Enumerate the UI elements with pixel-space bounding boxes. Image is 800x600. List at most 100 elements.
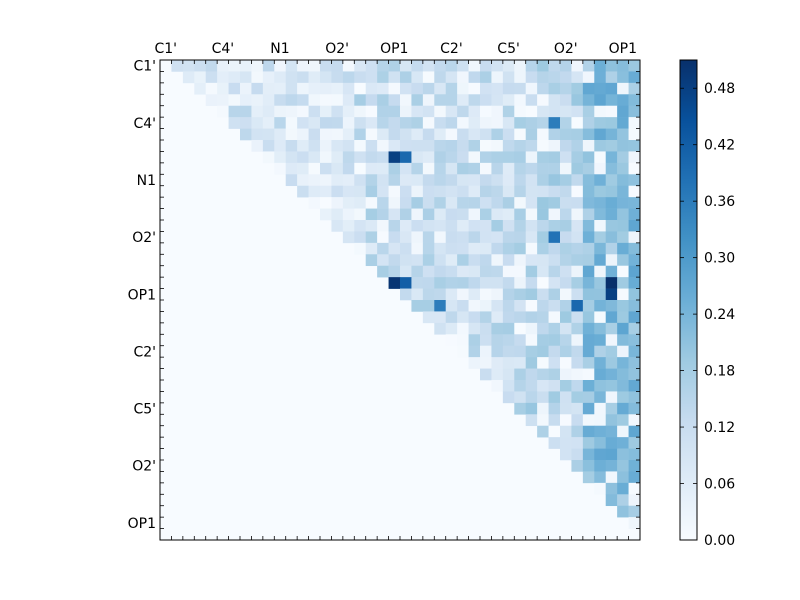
heatmap-cell — [605, 300, 618, 312]
heatmap-cell — [560, 311, 572, 324]
heatmap-cell — [548, 220, 561, 232]
heatmap-cell — [548, 380, 561, 392]
heatmap-cell — [354, 94, 367, 107]
heatmap-cell — [582, 208, 595, 221]
heatmap-cell — [605, 402, 618, 415]
heatmap-cell — [468, 140, 481, 152]
heatmap-cell — [365, 117, 378, 129]
heatmap-cell — [194, 71, 207, 84]
heatmap-cell — [582, 174, 595, 187]
heatmap-cell — [205, 94, 218, 107]
heatmap-cell — [251, 82, 264, 95]
heatmap-cell — [617, 425, 629, 438]
heatmap-cell — [457, 265, 469, 278]
heatmap-cell — [457, 140, 469, 152]
heatmap-cell — [365, 208, 378, 221]
heatmap-cell — [262, 117, 275, 129]
heatmap-cell — [617, 128, 629, 141]
heatmap-cell — [411, 151, 424, 164]
heatmap-cell — [400, 208, 412, 221]
heatmap-cell — [342, 220, 355, 232]
heatmap-cell — [514, 140, 527, 152]
heatmap-cell — [457, 242, 469, 255]
y-axis-tick-labels: C1' C4' N1 O2' OP1 C2' C5' O2' OP1 — [128, 59, 156, 532]
heatmap-cell — [422, 185, 435, 198]
heatmap-cell — [457, 322, 469, 335]
heatmap-cell — [480, 368, 492, 381]
heatmap-cell — [560, 71, 572, 84]
heatmap-cell — [422, 105, 435, 118]
heatmap-cell — [617, 471, 629, 484]
heatmap-cell — [422, 288, 435, 301]
heatmap-cell — [525, 140, 538, 152]
heatmap-cell — [331, 197, 344, 209]
heatmap-cell — [571, 208, 584, 221]
heatmap-cell — [251, 140, 264, 152]
heatmap-cell — [548, 368, 561, 381]
x-tick-label: C2' — [440, 41, 463, 57]
heatmap-cell — [571, 105, 584, 118]
heatmap-cell — [422, 208, 435, 221]
heatmap-cell — [468, 265, 481, 278]
heatmap-cell — [331, 105, 344, 118]
heatmap-cell — [594, 117, 607, 129]
heatmap-cell — [354, 151, 367, 164]
heatmap-cell — [217, 71, 229, 84]
heatmap-cell — [582, 414, 595, 427]
heatmap-cell — [308, 71, 321, 84]
heatmap-cell — [548, 425, 561, 438]
heatmap-cell — [297, 162, 309, 175]
heatmap-cell — [582, 288, 595, 301]
heatmap-cell — [582, 391, 595, 404]
heatmap-cell — [480, 322, 492, 335]
heatmap-cell — [560, 345, 572, 358]
heatmap-cell — [617, 288, 629, 301]
heatmap-cell — [560, 185, 572, 198]
heatmap-cell — [548, 185, 561, 198]
heatmap-cell — [571, 460, 584, 472]
heatmap-cell — [285, 94, 298, 107]
heatmap-cell — [594, 162, 607, 175]
heatmap-cells — [171, 60, 641, 529]
heatmap-cell — [548, 71, 561, 84]
heatmap-cell — [514, 322, 527, 335]
colorbar-tick-label: 0.18 — [704, 364, 735, 380]
heatmap-cell — [297, 151, 309, 164]
heatmap-cell — [525, 174, 538, 187]
heatmap-cell — [537, 71, 549, 84]
heatmap-cell — [537, 185, 549, 198]
heatmap-cell — [422, 174, 435, 187]
heatmap-cell — [594, 197, 607, 209]
heatmap-cell — [388, 128, 401, 141]
heatmap-cell — [411, 265, 424, 278]
heatmap-cell — [445, 254, 458, 267]
heatmap-cell — [434, 185, 447, 198]
heatmap-cell — [571, 391, 584, 404]
heatmap-cell — [525, 334, 538, 347]
heatmap-cell — [365, 60, 378, 72]
y-tick-label: C1' — [133, 59, 156, 75]
heatmap-cell — [400, 185, 412, 198]
heatmap-cell — [491, 71, 504, 84]
heatmap-cell — [582, 322, 595, 335]
heatmap-cell — [502, 391, 515, 404]
heatmap-cell — [480, 140, 492, 152]
heatmap-cell — [605, 368, 618, 381]
heatmap-cell — [445, 151, 458, 164]
heatmap-cell — [628, 117, 641, 129]
heatmap-cell — [320, 174, 332, 187]
heatmap-cell — [377, 140, 389, 152]
heatmap-cell — [400, 82, 412, 95]
heatmap-cell — [468, 151, 481, 164]
heatmap-cell — [480, 71, 492, 84]
heatmap-cell — [377, 117, 389, 129]
heatmap-cell — [571, 151, 584, 164]
heatmap-cell — [514, 60, 527, 72]
heatmap-cell — [445, 60, 458, 72]
heatmap-cell — [491, 128, 504, 141]
heatmap-cell — [411, 117, 424, 129]
heatmap-cell — [571, 231, 584, 244]
heatmap-cell — [491, 231, 504, 244]
heatmap-cell — [571, 322, 584, 335]
heatmap-cell — [320, 82, 332, 95]
